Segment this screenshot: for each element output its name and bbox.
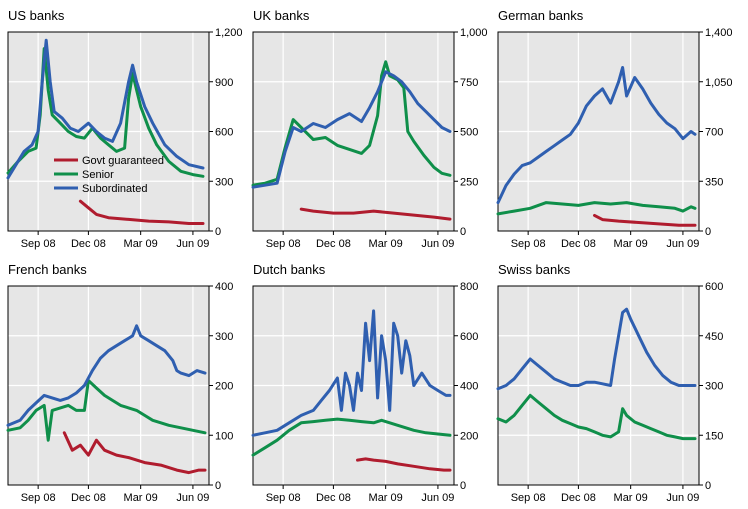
y-tick-label: 1,200 xyxy=(215,27,243,39)
y-tick-label: 600 xyxy=(705,281,723,293)
y-tick-label: 200 xyxy=(215,381,233,393)
chart-panel-1: US banks 0 300 600 900 1,200 Sep 08 Dec 08 Mar 0… xyxy=(6,8,243,250)
series-line-govt-guaranteed xyxy=(78,199,205,225)
x-tick-label: Sep 08 xyxy=(511,238,546,250)
y-tick-label: 400 xyxy=(215,281,233,293)
y-tick-label: 1,050 xyxy=(705,77,733,89)
x-tick-label: Dec 08 xyxy=(561,238,596,250)
series-line-subordinated xyxy=(6,38,205,180)
chart-panel-2: UK banks 0 250 500 750 1,000 Sep 08 Dec 08 Mar 0… xyxy=(251,8,488,250)
y-tick-label: 750 xyxy=(460,77,478,89)
y-tick-label: 0 xyxy=(215,480,221,492)
chart-title: German banks xyxy=(498,8,584,23)
legend-label: Subordinated xyxy=(82,183,147,195)
x-tick-label: Sep 08 xyxy=(21,492,56,504)
x-tick-label: Jun 09 xyxy=(176,492,209,504)
y-tick-label: 600 xyxy=(215,127,233,139)
x-tick-label: Sep 08 xyxy=(266,492,301,504)
series-line-subordinated xyxy=(496,66,697,205)
legend: Govt guaranteed Senior Subordinated xyxy=(54,155,164,195)
y-tick-label: 0 xyxy=(705,480,711,492)
chart-panel-4: French banks 0 100 200 300 400 Sep 08 Dec 08 Mar… xyxy=(6,262,233,504)
x-tick-label: Jun 09 xyxy=(421,238,454,250)
x-tick-label: Jun 09 xyxy=(176,238,209,250)
y-tick-label: 600 xyxy=(460,331,478,343)
chart-title: UK banks xyxy=(253,8,310,23)
chart-title: US banks xyxy=(8,8,65,23)
chart-panel-5: Dutch banks 0 200 400 600 800 Sep 08 Dec 08 Mar … xyxy=(251,262,478,504)
x-tick-label: Mar 09 xyxy=(369,238,403,250)
series-line-govt-guaranteed xyxy=(299,207,452,221)
x-tick-label: Jun 09 xyxy=(421,492,454,504)
y-tick-label: 0 xyxy=(705,226,711,238)
y-tick-label: 500 xyxy=(460,127,478,139)
y-tick-label: 700 xyxy=(705,127,723,139)
x-tick-label: Dec 08 xyxy=(71,492,106,504)
y-tick-label: 0 xyxy=(460,480,466,492)
chart-panel-3: German banks 0 350 700 1,050 1,400 Sep 08 Dec 0… xyxy=(496,8,733,250)
series-line-senior xyxy=(496,393,697,441)
y-tick-label: 150 xyxy=(705,430,723,442)
series-line-govt-guaranteed xyxy=(356,457,452,472)
chart-title: Dutch banks xyxy=(253,262,326,277)
x-tick-label: Dec 08 xyxy=(316,492,351,504)
y-tick-label: 200 xyxy=(460,430,478,442)
x-tick-label: Mar 09 xyxy=(369,492,403,504)
y-tick-label: 800 xyxy=(460,281,478,293)
x-tick-label: Mar 09 xyxy=(124,238,158,250)
chart-title: Swiss banks xyxy=(498,262,571,277)
series-line-senior xyxy=(496,201,697,216)
y-tick-label: 350 xyxy=(705,176,723,188)
x-tick-label: Dec 08 xyxy=(316,238,351,250)
x-tick-label: Mar 09 xyxy=(124,492,158,504)
y-tick-label: 100 xyxy=(215,430,233,442)
chart-panel-6: Swiss banks 0 150 300 450 600 Sep 08 Dec 08 Mar … xyxy=(496,262,723,504)
series-line-govt-guaranteed xyxy=(62,431,207,475)
x-tick-label: Mar 09 xyxy=(614,492,648,504)
series-line-subordinated xyxy=(251,70,452,189)
y-tick-label: 450 xyxy=(705,331,723,343)
series-line-subordinated xyxy=(496,307,697,391)
x-tick-label: Jun 09 xyxy=(666,492,699,504)
x-tick-label: Mar 09 xyxy=(614,238,648,250)
series-line-senior xyxy=(251,417,452,457)
series-line-subordinated xyxy=(6,324,207,427)
series-line-govt-guaranteed xyxy=(593,213,697,227)
y-tick-label: 900 xyxy=(215,77,233,89)
x-tick-label: Sep 08 xyxy=(511,492,546,504)
x-tick-label: Dec 08 xyxy=(561,492,596,504)
y-tick-label: 400 xyxy=(460,381,478,393)
y-tick-label: 300 xyxy=(215,176,233,188)
x-tick-label: Jun 09 xyxy=(666,238,699,250)
y-tick-label: 250 xyxy=(460,176,478,188)
y-tick-label: 0 xyxy=(215,226,221,238)
y-tick-label: 300 xyxy=(215,331,233,343)
x-tick-label: Dec 08 xyxy=(71,238,106,250)
y-tick-label: 300 xyxy=(705,381,723,393)
legend-label: Senior xyxy=(82,169,114,181)
series-line-senior xyxy=(251,60,452,187)
series-line-senior xyxy=(6,379,207,442)
legend-label: Govt guaranteed xyxy=(82,155,164,167)
chart-title: French banks xyxy=(8,262,87,277)
y-tick-label: 1,400 xyxy=(705,27,733,39)
series-line-subordinated xyxy=(251,309,452,437)
x-tick-label: Sep 08 xyxy=(21,238,56,250)
x-tick-label: Sep 08 xyxy=(266,238,301,250)
y-tick-label: 0 xyxy=(460,226,466,238)
y-tick-label: 1,000 xyxy=(460,27,488,39)
